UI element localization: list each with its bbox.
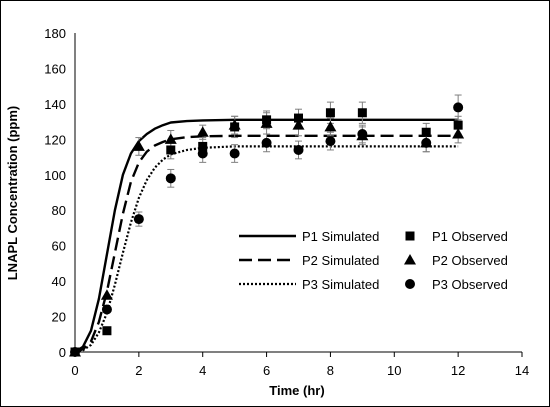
y-tick-label: 140	[44, 97, 66, 112]
p3-observed-point	[133, 214, 144, 225]
p2-observed-point	[260, 117, 273, 128]
legend-label: P2 Observed	[432, 253, 508, 268]
p3-observed-point	[165, 173, 176, 184]
legend-label: P3 Observed	[432, 277, 508, 292]
y-tick-label: 180	[44, 26, 66, 41]
p1-observed-point	[453, 120, 463, 130]
p3-observed-point	[453, 102, 464, 113]
p2-observed-point	[228, 119, 241, 130]
x-tick-label: 8	[327, 363, 334, 378]
y-tick-label: 40	[52, 274, 66, 289]
p3-observed-point	[197, 148, 208, 159]
y-tick-label: 120	[44, 132, 66, 147]
legend: P1 Simulated P2 Simulated P3 Simulated P1 O…	[239, 229, 508, 292]
y-tick-label: 20	[52, 310, 66, 325]
p1-observed-point	[294, 113, 303, 123]
simulated-series	[74, 118, 459, 354]
legend-label: P3 Simulated	[302, 277, 379, 292]
p3-observed-point	[357, 129, 368, 140]
y-tick-label: 160	[44, 61, 66, 76]
y-tick-label: 80	[52, 203, 66, 218]
p2-observed-point	[452, 128, 465, 139]
p3-observed-point	[325, 136, 336, 147]
x-tick-label: 14	[515, 363, 529, 378]
p1-observed-point	[198, 141, 208, 151]
p2-observed-point	[100, 289, 113, 300]
x-tick-label: 12	[451, 363, 465, 378]
x-tick-label: 4	[199, 363, 206, 378]
p1-observed-point	[357, 108, 367, 118]
x-tick-label: 6	[263, 363, 270, 378]
p2-observed-point	[292, 119, 305, 130]
x-tick-label: 2	[135, 363, 142, 378]
legend-label: P1 Simulated	[302, 229, 379, 244]
y-tick-label: 0	[59, 345, 66, 360]
p3-observed-point	[421, 137, 432, 148]
p3-observed-point	[70, 347, 80, 357]
y-tick-label: 60	[52, 239, 66, 254]
observed-series	[69, 102, 465, 357]
p3-observed-point	[101, 304, 112, 315]
y-tick-label: 100	[44, 168, 66, 183]
p2-observed-point	[324, 120, 337, 132]
p2-simulated-line	[74, 134, 459, 354]
p1-observed-point	[421, 127, 431, 137]
p1-observed-point	[102, 326, 112, 336]
p3-observed-point	[293, 144, 304, 155]
p2-observed-point	[196, 126, 209, 137]
p1-observed-point	[166, 145, 176, 155]
p3-observed-point	[229, 148, 240, 159]
p1-simulated-line	[74, 118, 459, 354]
x-axis-label: Time (hr)	[269, 383, 324, 398]
y-axis-label: LNAPL Concentration (ppm)	[5, 106, 20, 281]
y-tick-labels: 0 20 40 60 80 100 120 140 160 180	[44, 26, 66, 360]
p3-observed-point	[261, 137, 272, 148]
legend-marker-p3-observed	[405, 279, 415, 289]
x-tick-label: 0	[71, 363, 78, 378]
legend-marker-p1-observed	[405, 231, 415, 241]
p3-simulated-line	[74, 145, 459, 354]
legend-marker-p2-observed	[404, 254, 416, 265]
axes	[74, 33, 522, 353]
x-tick-labels: 0 2 4 6 8 10 12 14	[71, 352, 529, 378]
p2-observed-point	[164, 133, 177, 144]
legend-label: P2 Simulated	[302, 253, 379, 268]
legend-label: P1 Observed	[432, 229, 508, 244]
x-tick-label: 10	[387, 363, 401, 378]
p1-observed-point	[325, 108, 335, 118]
p2-observed-point	[132, 140, 145, 151]
